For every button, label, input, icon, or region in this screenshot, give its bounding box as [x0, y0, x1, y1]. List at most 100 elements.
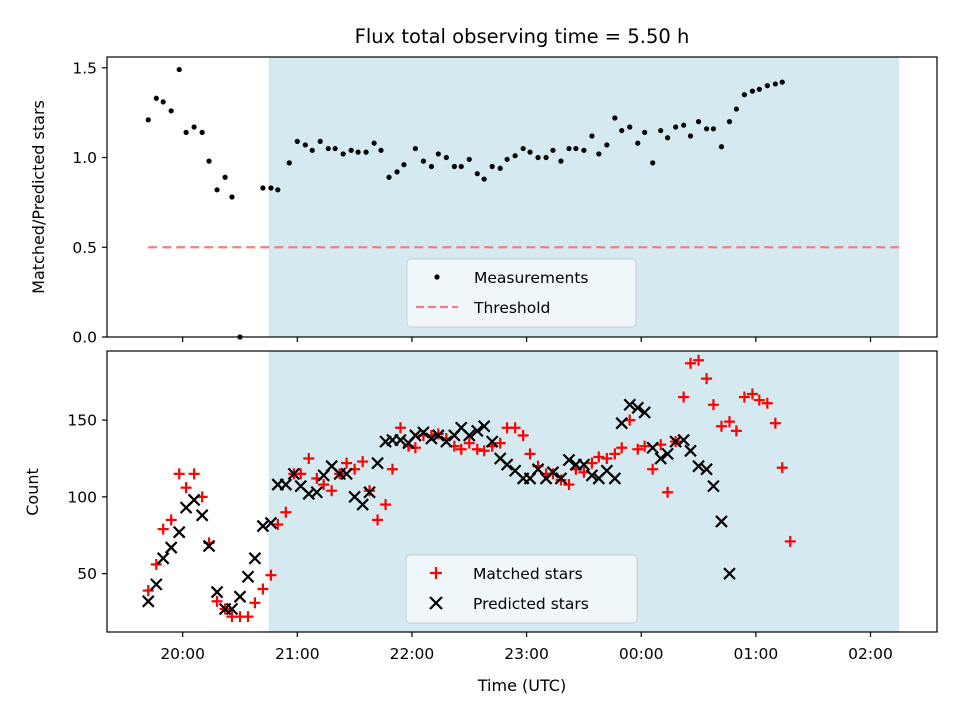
measurement-point [474, 171, 480, 177]
predicted-point-b [279, 478, 293, 491]
predicted-point-b [462, 429, 476, 442]
top-x-ticks [182, 337, 872, 342]
predicted-point-b [348, 490, 361, 504]
matched-point [242, 611, 254, 623]
predicted-point-b [677, 433, 690, 447]
measurement-point [168, 108, 174, 114]
top-legend: Measurements Threshold [406, 258, 637, 328]
predicted-point [462, 429, 476, 442]
legend-predicted-label: Predicted stars [473, 595, 589, 613]
predicted-point-b [562, 453, 576, 467]
predicted-point-b [241, 570, 255, 583]
predicted-point-b [646, 441, 659, 455]
predicted-point-b [425, 432, 438, 445]
predicted-point-b [440, 435, 453, 448]
matched-point [295, 468, 307, 480]
predicted-point [661, 447, 674, 461]
measurement-point [428, 163, 435, 170]
measurement-point [764, 83, 770, 89]
predicted-point-b [500, 458, 514, 471]
bottom-panel: 50 100 150 20:00 21:00 22:00 23:00 00:00 01:00 0… [23, 350, 938, 695]
predicted-point [409, 429, 422, 442]
x-tick-label: 20:00 [160, 645, 205, 663]
matched-point [341, 457, 353, 469]
measurement-point [664, 135, 671, 141]
predicted-point [356, 498, 369, 511]
predicted-point-b [608, 472, 622, 485]
top-legend-box [406, 258, 637, 328]
matched-point [593, 451, 605, 463]
predicted-point-b [471, 424, 484, 438]
matched-point [746, 388, 758, 400]
predicted-point [225, 602, 239, 616]
measurement-point [550, 147, 556, 153]
measurement-point [214, 187, 220, 193]
matched-point [165, 514, 177, 526]
bottom-plot-frame [106, 350, 938, 633]
measurement-point [703, 126, 710, 132]
predicted-point-b [156, 552, 170, 565]
matched-point [724, 416, 735, 428]
measurement-point [504, 156, 510, 162]
measurement-point [687, 133, 694, 139]
predicted-point-b [325, 459, 338, 473]
measurement-point [650, 160, 656, 166]
measurement-point [581, 147, 587, 153]
predicted-point [156, 552, 170, 565]
measurement-point [673, 124, 679, 130]
predicted-point-b [715, 515, 728, 528]
matched-point [326, 485, 338, 497]
measurement-point [589, 133, 595, 139]
matched-point [632, 443, 644, 455]
measurement-point [573, 145, 579, 152]
measurement-point [317, 138, 323, 144]
predicted-point-b [546, 466, 560, 479]
matched-point [509, 422, 521, 434]
matched-point [471, 443, 483, 455]
measurement-point [229, 194, 235, 200]
predicted-point [608, 472, 622, 485]
predicted-point-b [700, 462, 713, 476]
bottom-y-tick-label: 150 [67, 412, 97, 430]
predicted-point-b [531, 462, 545, 476]
measurement-point [145, 117, 151, 123]
predicted-point-b [172, 525, 186, 539]
legend-predicted-marker [429, 596, 443, 610]
matched-point [715, 420, 727, 432]
matched-point [265, 569, 277, 581]
bottom-y-ticks: 50 100 150 [67, 412, 107, 583]
matched-point [318, 479, 330, 491]
predicted-point-b [356, 498, 369, 511]
predicted-point-b [615, 416, 629, 430]
measurement-point [726, 119, 733, 125]
predicted-point-b [669, 435, 682, 448]
predicted-point-b [264, 516, 278, 530]
measurement-point [527, 149, 533, 155]
predicted-point-b [623, 398, 637, 412]
matched-point [678, 391, 690, 403]
predicted-point [264, 516, 278, 530]
predicted-point-b [432, 429, 445, 442]
measurement-point [340, 151, 346, 157]
top-y-tick-label: 1.0 [72, 149, 97, 167]
predicted-point [417, 426, 430, 439]
matched-point [639, 440, 651, 452]
measurement-point [275, 187, 281, 193]
predicted-point [692, 459, 705, 473]
measurement-point [497, 165, 503, 171]
predicted-point-b [287, 467, 301, 481]
measurement-point [206, 158, 212, 164]
predicted-point-b [141, 595, 155, 608]
measurement-point [451, 163, 457, 170]
predicted-point [256, 519, 270, 533]
matched-point [753, 394, 765, 406]
predicted-point-b [150, 578, 163, 591]
matched-point [303, 452, 315, 464]
matched-point [157, 523, 169, 535]
predicted-point [241, 570, 255, 583]
top-y-tick-label: 1.5 [72, 59, 97, 77]
predicted-point [432, 429, 445, 442]
measurement-point [481, 176, 487, 182]
x-tick-label: 23:00 [504, 645, 549, 663]
